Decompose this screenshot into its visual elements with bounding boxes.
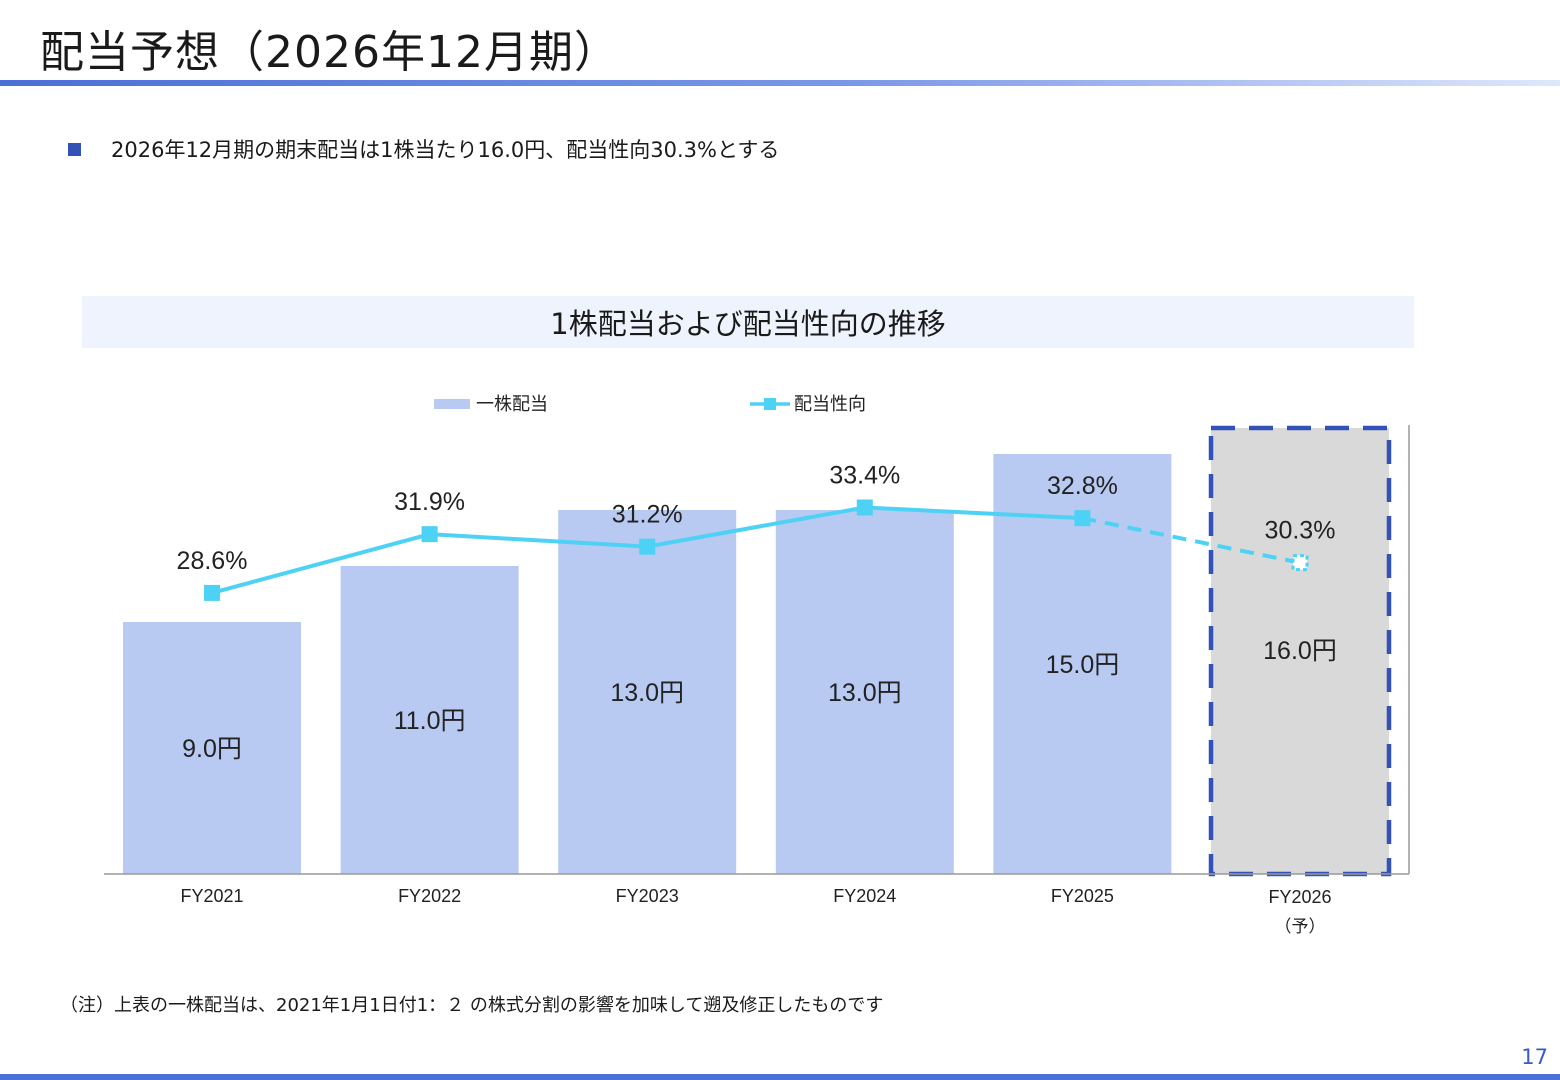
x-tick-label: FY2022 — [398, 886, 461, 906]
page-title: 配当予想（2026年12月期） — [40, 27, 619, 78]
summary-text: 2026年12月期の期末配当は1株当たり16.0円、配当性向30.3%とする — [111, 138, 780, 162]
payout-ratio-label: 28.6% — [177, 547, 248, 575]
dividend-bar — [340, 566, 519, 874]
bar-value-label: 13.0円 — [610, 679, 684, 707]
summary-bullet: 2026年12月期の期末配当は1株当たり16.0円、配当性向30.3%とする — [68, 134, 779, 164]
bar-value-label: 11.0円 — [394, 707, 466, 735]
x-tick-label: FY2021 — [180, 886, 243, 906]
bar-value-label: 15.0円 — [1046, 651, 1120, 679]
forecast-bar — [1211, 428, 1389, 874]
payout-ratio-label: 31.9% — [394, 488, 465, 516]
bar-value-label: 16.0円 — [1263, 637, 1337, 665]
chart-title: 1株配当および配当性向の推移 — [82, 296, 1414, 348]
dividend-bar — [123, 622, 301, 874]
payout-ratio-marker — [639, 538, 656, 555]
payout-ratio-forecast-line — [1081, 516, 1301, 565]
title-divider — [0, 80, 1560, 86]
payout-ratio-marker — [421, 526, 438, 543]
payout-ratio-marker — [204, 584, 220, 601]
legend-label-payout: 配当性向 — [794, 394, 866, 414]
legend-swatch-payout-marker — [764, 398, 776, 410]
page-number: 17 — [1521, 1045, 1548, 1069]
legend-label-dividend: 一株配当 — [476, 394, 548, 414]
payout-ratio-label: 32.8% — [1047, 472, 1118, 500]
footnote: （注）上表の一株配当は、2021年1月1日付1：２ の株式分割の影響を加味して遡… — [60, 995, 884, 1016]
bar-value-label: 9.0円 — [182, 735, 242, 763]
x-tick-label: FY2026 — [1268, 887, 1331, 907]
payout-ratio-label: 33.4% — [829, 461, 900, 489]
payout-ratio-marker — [1074, 510, 1091, 527]
dividend-bar — [558, 510, 737, 874]
x-tick-sublabel: （予） — [1275, 917, 1326, 936]
x-tick-label: FY2024 — [833, 886, 896, 906]
bar-value-label: 13.0円 — [828, 679, 902, 707]
legend-swatch-dividend — [434, 399, 470, 409]
payout-ratio-marker — [1291, 554, 1309, 572]
payout-ratio-label: 31.2% — [612, 501, 683, 529]
footer-divider — [0, 1074, 1560, 1080]
payout-ratio-marker — [856, 499, 873, 516]
x-tick-label: FY2025 — [1051, 886, 1114, 906]
x-tick-label: FY2023 — [616, 886, 679, 906]
dividend-bar — [775, 510, 954, 874]
bullet-square-icon — [68, 142, 81, 156]
forecast-highlight-box — [1208, 425, 1392, 877]
payout-ratio-label: 30.3% — [1265, 517, 1336, 545]
